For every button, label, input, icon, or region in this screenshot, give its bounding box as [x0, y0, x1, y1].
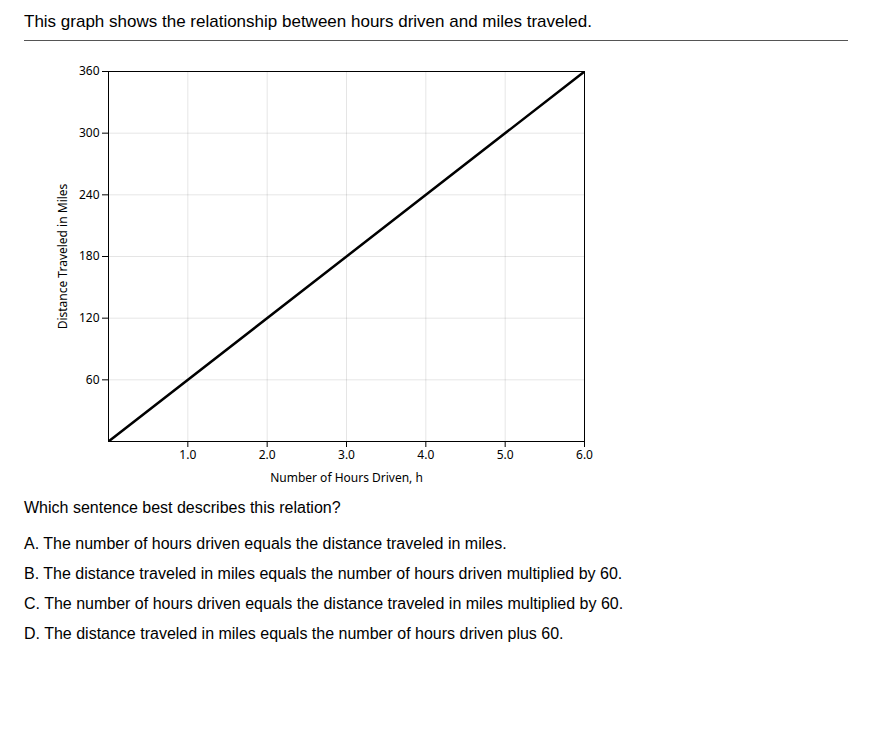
- svg-text:300: 300: [79, 124, 100, 141]
- svg-text:2.0: 2.0: [259, 446, 276, 463]
- svg-text:5.0: 5.0: [497, 446, 514, 463]
- svg-text:1.0: 1.0: [179, 446, 196, 463]
- html-text:Which sentence best describes: Which sentence best describes this relat…: [24, 499, 341, 516]
- svg-text:Number of Hours Driven, h: Number of Hours Driven, h: [270, 469, 423, 486]
- html-text:C. The number of hours driven: C. The number of hours driven equals the…: [24, 595, 624, 612]
- svg-text:Distance Traveled in Miles: Distance Traveled in Miles: [54, 183, 71, 329]
- svg-text:3.0: 3.0: [338, 446, 355, 463]
- html-text:This graph shows the relations: This graph shows the relationship betwee…: [24, 12, 592, 31]
- svg-text:180: 180: [79, 247, 100, 264]
- svg-text:4.0: 4.0: [417, 446, 434, 463]
- svg-text:60: 60: [86, 371, 100, 388]
- svg-text:360: 360: [79, 62, 100, 79]
- html-text:B. The distance traveled in mi: B. The distance traveled in miles equals…: [24, 565, 623, 582]
- svg-text:240: 240: [79, 186, 100, 203]
- svg-text:6.0: 6.0: [576, 446, 593, 463]
- html-text:A. The number of hours driven: A. The number of hours driven equals the…: [24, 535, 507, 552]
- html-text:D. The distance traveled in mi: D. The distance traveled in miles equals…: [24, 625, 564, 642]
- svg-text:120: 120: [79, 309, 100, 326]
